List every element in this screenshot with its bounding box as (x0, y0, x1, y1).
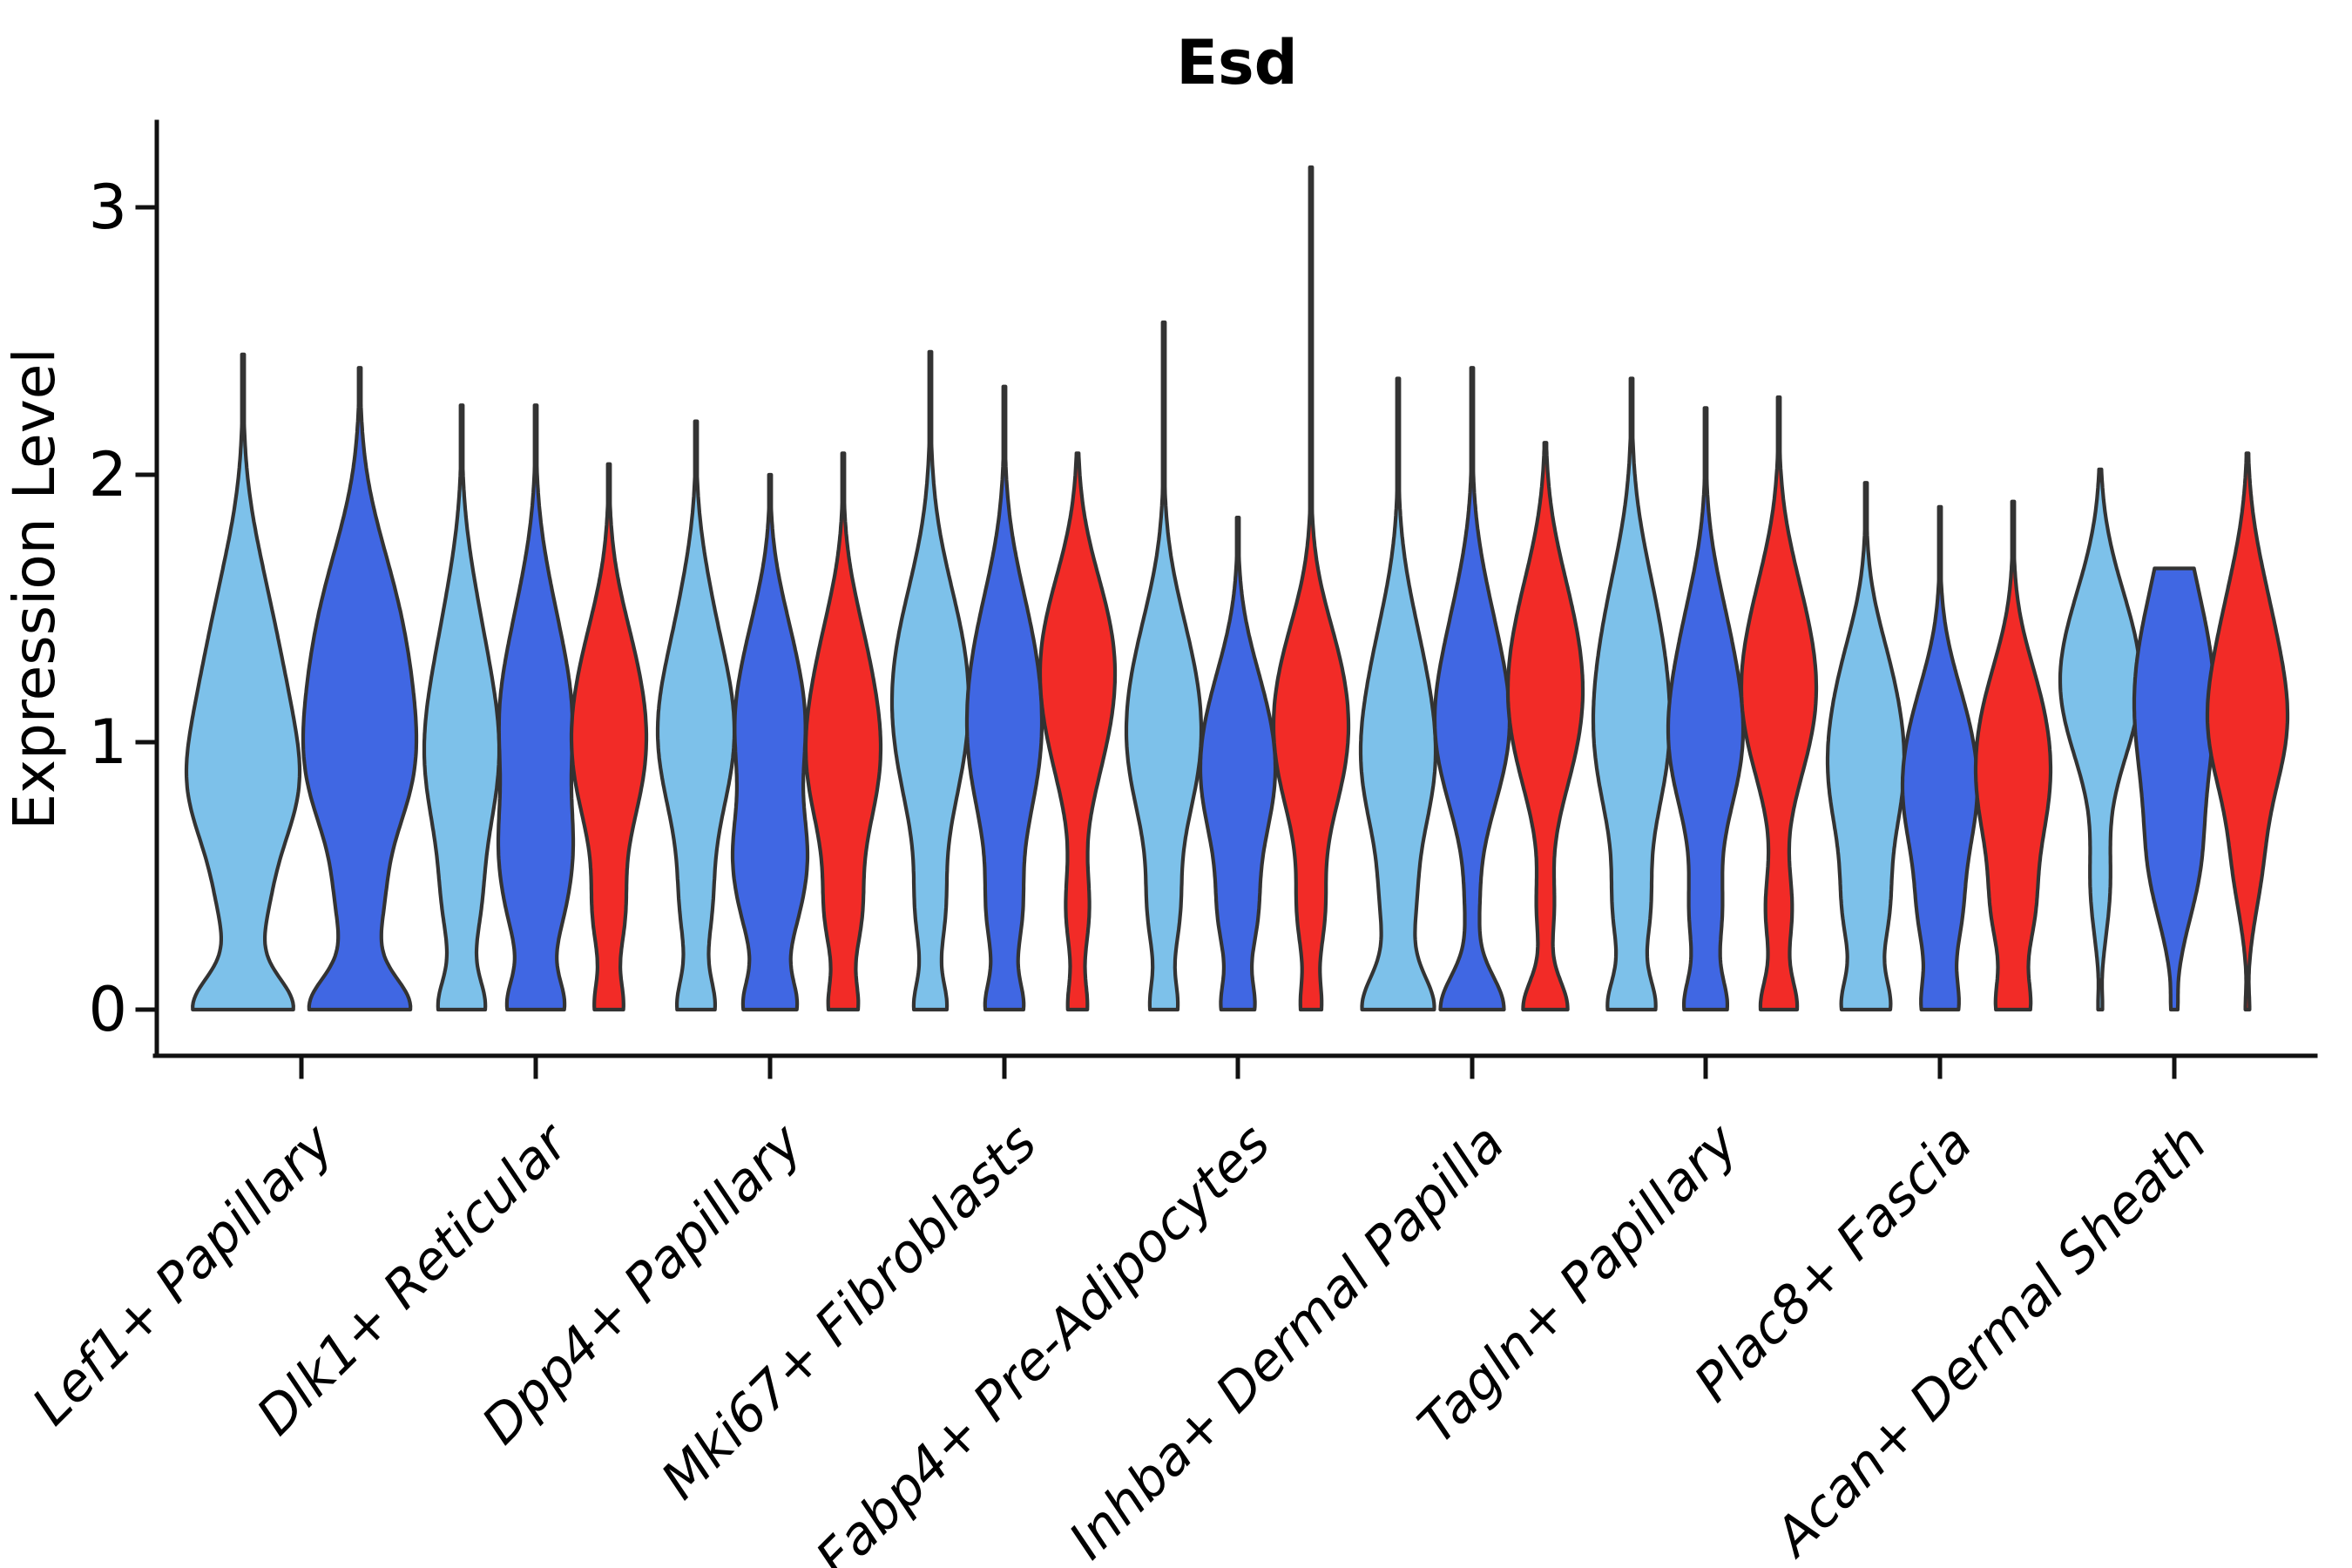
y-tick-label: 1 (88, 706, 127, 778)
x-tick-label: Inhba+ Dermal Papilla (1058, 1112, 1516, 1568)
x-tick-label: Fabp4+ Pre-Adipocytes (804, 1112, 1281, 1568)
violin-dlk1-reticular-red (569, 462, 649, 1012)
violin-dpp4-papillary-royal_blue (730, 472, 810, 1012)
chart-title: Esd (1176, 27, 1298, 98)
y-axis-label: Expression Level (1, 348, 68, 829)
violin-fabp4-pre-adipocytes-royal_blue (1198, 516, 1278, 1012)
violin-dpp4-papillary-light_blue (655, 419, 737, 1012)
violin-acan-dermal-sheath-red (2205, 451, 2290, 1012)
violin-lef1-papillary-light_blue (184, 352, 302, 1012)
violin-tagln-papillary-red (1739, 395, 1819, 1012)
violin-dlk1-reticular-light_blue (422, 403, 502, 1012)
violin-dlk1-reticular-royal_blue (496, 403, 576, 1012)
violin-inhba-dermal-papilla-red (1505, 441, 1585, 1012)
violin-plac8-fascia-light_blue (1825, 481, 1907, 1012)
violin-acan-dermal-sheath-royal_blue (2132, 566, 2217, 1012)
violin-plac8-fascia-red (1973, 499, 2053, 1012)
violin-plac8-fascia-royal_blue (1900, 504, 1980, 1012)
y-tick-label: 2 (88, 439, 127, 510)
violins-layer (184, 165, 2290, 1012)
violin-dpp4-papillary-red (803, 451, 883, 1012)
violin-lef1-papillary-royal_blue (301, 366, 419, 1012)
y-tick-label: 3 (88, 172, 127, 243)
violin-inhba-dermal-papilla-light_blue (1358, 376, 1438, 1012)
violin-tagln-papillary-royal_blue (1666, 406, 1746, 1012)
violin-mki67-fibroblasts-red (1037, 451, 1118, 1012)
x-tick-label: Mki67+ Fibroblasts (650, 1112, 1049, 1511)
violin-acan-dermal-sheath-light_blue (2058, 467, 2143, 1012)
violin-inhba-dermal-papilla-royal_blue (1432, 366, 1512, 1012)
violin-fabp4-pre-adipocytes-red (1271, 165, 1351, 1012)
violin-mki67-fibroblasts-royal_blue (964, 384, 1044, 1012)
violin-tagln-papillary-light_blue (1591, 376, 1673, 1012)
x-tick-label: Acan+ Dermal Sheath (1761, 1112, 2219, 1568)
y-tick-label: 0 (88, 974, 127, 1045)
violin-fabp4-pre-adipocytes-light_blue (1124, 320, 1204, 1012)
violin-mki67-fibroblasts-light_blue (889, 349, 971, 1012)
